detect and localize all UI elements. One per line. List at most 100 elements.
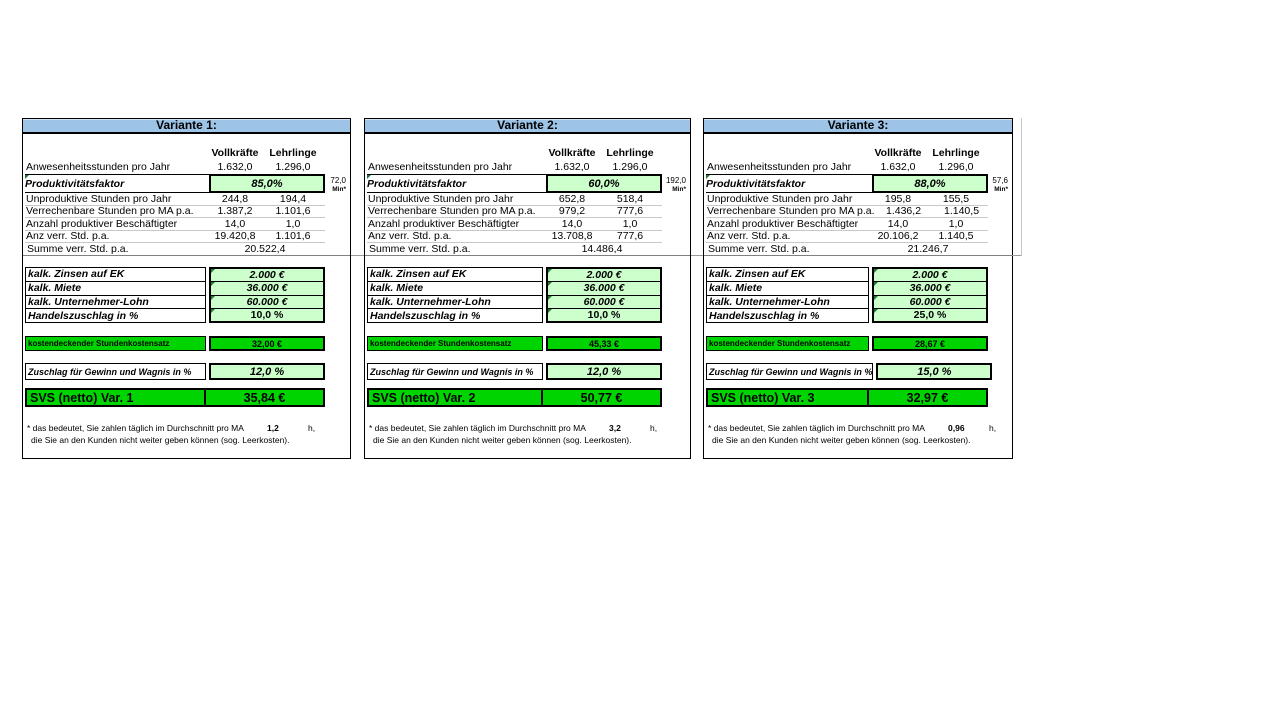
billable-vollkraefte-value: 1.436,2 [886, 205, 922, 218]
row-label: Produktivitätsfaktor [367, 174, 546, 193]
row-productivity-factor: Produktivitätsfaktor 60,0% [367, 174, 662, 193]
employees-vollkraefte-value: 14,0 [561, 217, 583, 230]
billed-vollkraefte-value: 20.106,2 [877, 230, 919, 243]
footnote-line2: die Sie an den Kunden nicht weiter geben… [31, 435, 289, 445]
productivity-factor-input[interactable]: 60,0% [546, 174, 662, 193]
row-label: kalk. Miete [706, 280, 869, 296]
row-billable-hours-per-ma: Verrechenbare Stunden pro MA p.a. 1.387,… [25, 205, 325, 218]
row-label: Produktivitätsfaktor [706, 174, 872, 193]
row-unproductive-hours: Unproduktive Stunden pro Jahr 652,8 518,… [367, 193, 662, 206]
row-label: Handelszuschlag in % [706, 308, 869, 323]
productivity-factor-label: Produktivitätsfaktor [367, 177, 467, 190]
unproductive-minutes-annotation: 72,0 Min* [330, 176, 346, 194]
svs-result-value: 35,84 € [243, 390, 286, 405]
billable-lehrlinge-value: 777,6 [616, 205, 644, 218]
row-profit-risk-markup: Zuschlag für Gewinn und Wagnis in % 12,0… [367, 363, 662, 380]
formula-corner-mark-icon [211, 282, 215, 287]
col-header-vollkraefte: Vollkräfte [548, 146, 596, 159]
owner-wage-input[interactable]: 60.000 € [874, 294, 986, 308]
employees-vollkraefte-value: 14,0 [224, 217, 246, 230]
cost-covering-rate-value: 28,67 € [872, 336, 988, 351]
cost-covering-rate-value: 32,00 € [209, 336, 325, 351]
footnote-text: die Sie an den Kunden nicht weiter geben… [31, 435, 290, 445]
gridline-stub [1021, 118, 1022, 256]
trade-markup-input[interactable]: 10,0 % [211, 307, 323, 321]
row-billed-hours-pa: Anz verr. Std. p.a. 20.106,2 1.140,5 [706, 230, 988, 243]
productivity-factor-input[interactable]: 85,0% [209, 174, 325, 193]
interest-on-equity-input[interactable]: 2.000 € [548, 269, 660, 282]
row-label: Anwesenheitsstunden pro Jahr [26, 161, 171, 173]
row-label: kalk. Unternehmer-Lohn [706, 294, 869, 310]
attendance-lehrlinge-value: 1.296,0 [275, 161, 311, 173]
row-label: kalk. Zinsen auf EK [25, 267, 206, 282]
formula-corner-mark-icon [874, 269, 878, 273]
row-label: Anzahl produktiver Beschäftigter [368, 217, 520, 230]
rent-input[interactable]: 36.000 € [211, 281, 323, 295]
minutes-unit-label: Min* [672, 186, 686, 193]
row-cost-covering-rate: kostendeckender Stundenkostensatz 28,67 … [706, 336, 988, 351]
productivity-factor-input[interactable]: 88,0% [872, 174, 988, 193]
row-productive-employees: Anzahl produktiver Beschäftigter 14,0 1,… [367, 218, 662, 231]
rent-input[interactable]: 36.000 € [874, 281, 986, 295]
productivity-factor-value: 60,0% [588, 177, 620, 190]
row-label: kalk. Unternehmer-Lohn [367, 294, 543, 310]
profit-risk-markup-input[interactable]: 12,0 % [209, 363, 325, 380]
profit-risk-markup-label: Zuschlag für Gewinn und Wagnis in % [706, 363, 874, 380]
svs-result-value: 50,77 € [580, 390, 623, 405]
productivity-factor-value: 85,0% [251, 177, 283, 190]
row-unproductive-hours: Unproduktive Stunden pro Jahr 195,8 155,… [706, 193, 988, 206]
row-sum-billed-hours: Summe verr. Std. p.a. 20.522,4 [23, 243, 350, 256]
column-header-row: Vollkräfte Lehrlinge [25, 146, 325, 159]
owner-wage-input[interactable]: 60.000 € [548, 294, 660, 308]
calculated-costs-block: kalk. Zinsen auf EK kalk. Miete kalk. Un… [706, 267, 988, 323]
unproductive-vollkraefte-value: 652,8 [558, 192, 586, 205]
formula-corner-mark-icon [548, 308, 552, 313]
variant-panel: Variante 3: Vollkräfte Lehrlinge Anwesen… [703, 118, 1013, 459]
footnote-line1: * das bedeutet, Sie zahlen täglich im Du… [369, 423, 686, 433]
formula-corner-mark-icon [548, 282, 552, 287]
minutes-per-day-value: 192,0 [665, 176, 686, 185]
rent-input[interactable]: 36.000 € [548, 281, 660, 295]
svs-result-row: SVS (netto) Var. 3 32,97 € [706, 388, 988, 407]
gridline-stub [351, 255, 364, 256]
unproductive-vollkraefte-value: 195,8 [884, 192, 912, 205]
row-label: Unproduktive Stunden pro Jahr [26, 192, 172, 205]
row-label: Handelszuschlag in % [25, 308, 206, 323]
row-label: kalk. Miete [367, 280, 543, 296]
profit-risk-markup-input[interactable]: 15,0 % [876, 363, 993, 380]
unproductive-minutes-annotation: 192,0 Min* [666, 176, 686, 194]
attendance-vollkraefte-value: 1.632,0 [217, 161, 253, 173]
footnote-line1: * das bedeutet, Sie zahlen täglich im Du… [27, 423, 346, 433]
row-label: Verrechenbare Stunden pro MA p.a. [707, 205, 875, 218]
calculated-costs-block: kalk. Zinsen auf EK kalk. Miete kalk. Un… [25, 267, 325, 323]
productivity-factor-value: 88,0% [914, 177, 946, 190]
formula-corner-mark-icon [548, 269, 552, 273]
row-label: Anwesenheitsstunden pro Jahr [368, 161, 513, 173]
row-label: kalk. Unternehmer-Lohn [25, 294, 206, 310]
formula-corner-mark-icon [874, 295, 878, 300]
row-label: Anz verr. Std. p.a. [368, 230, 452, 243]
profit-risk-markup-input[interactable]: 12,0 % [546, 363, 662, 380]
attendance-vollkraefte-value: 1.632,0 [880, 161, 916, 173]
billed-lehrlinge-value: 777,6 [616, 230, 644, 243]
formula-corner-mark-icon [706, 175, 710, 179]
employees-lehrlinge-value: 1,0 [285, 217, 301, 230]
interest-on-equity-input[interactable]: 2.000 € [874, 269, 986, 282]
row-productive-employees: Anzahl produktiver Beschäftigter 14,0 1,… [706, 218, 988, 231]
row-label: Summe verr. Std. p.a. [708, 243, 810, 255]
cost-covering-rate-label: kostendeckender Stundenkostensatz [706, 336, 869, 351]
owner-wage-input[interactable]: 60.000 € [211, 294, 323, 308]
interest-on-equity-input[interactable]: 2.000 € [211, 269, 323, 282]
hours-unit-label: h, [308, 423, 316, 433]
col-header-lehrlinge: Lehrlinge [606, 146, 654, 159]
hours-unit-label: h, [650, 423, 658, 433]
trade-markup-input[interactable]: 10,0 % [548, 307, 660, 321]
row-sum-billed-hours: Summe verr. Std. p.a. 21.246,7 [704, 243, 1012, 256]
row-label: Unproduktive Stunden pro Jahr [368, 192, 514, 205]
trade-markup-input[interactable]: 25,0 % [874, 307, 986, 321]
formula-corner-mark-icon [548, 295, 552, 300]
row-billed-hours-pa: Anz verr. Std. p.a. 19.420,8 1.101,6 [25, 230, 325, 243]
billable-vollkraefte-value: 1.387,2 [217, 205, 253, 218]
row-profit-risk-markup: Zuschlag für Gewinn und Wagnis in % 15,0… [706, 363, 993, 380]
footnote-line2: die Sie an den Kunden nicht weiter geben… [712, 435, 970, 445]
